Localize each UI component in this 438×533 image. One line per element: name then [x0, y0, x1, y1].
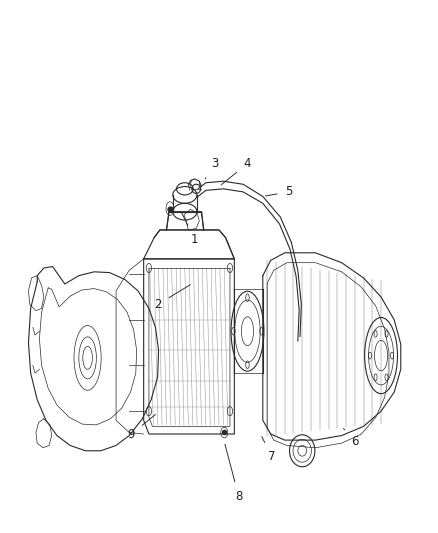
Text: 2: 2: [154, 285, 191, 311]
Text: 3: 3: [205, 157, 218, 179]
Text: 8: 8: [225, 445, 242, 503]
Text: 9: 9: [127, 415, 155, 440]
Text: 7: 7: [262, 437, 276, 463]
Text: 5: 5: [265, 185, 293, 198]
Text: 6: 6: [343, 429, 359, 448]
Text: 1: 1: [181, 211, 199, 246]
Text: 4: 4: [221, 157, 251, 185]
